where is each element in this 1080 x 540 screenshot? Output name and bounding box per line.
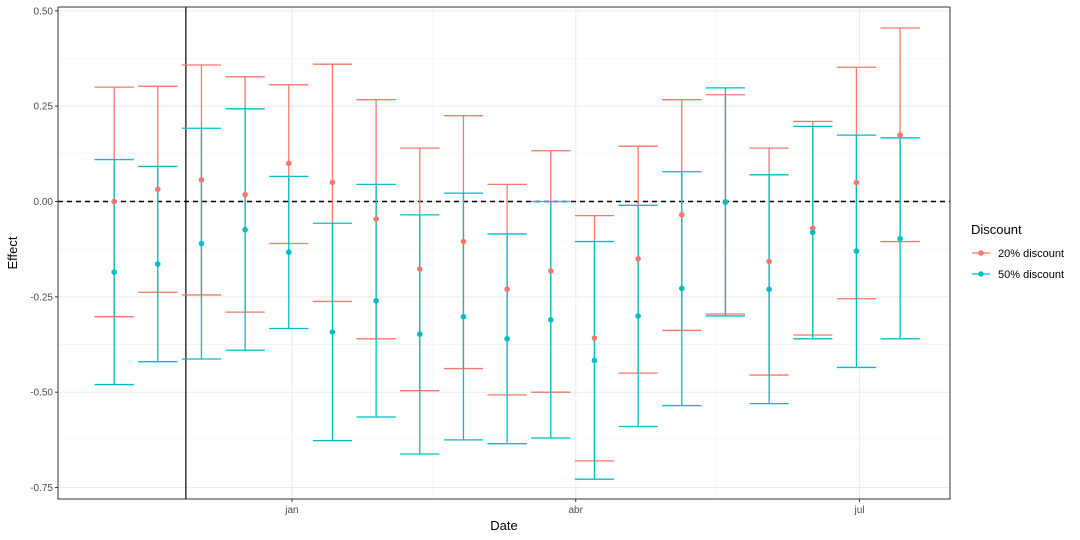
data-point: [155, 261, 161, 267]
data-point: [198, 240, 205, 247]
y-tick-label: 0.00: [34, 197, 54, 208]
y-tick-label: 0.25: [34, 102, 54, 113]
data-point: [722, 199, 729, 206]
data-point: [242, 191, 248, 198]
data-point: [242, 226, 248, 233]
legend-title: Discount: [971, 222, 1022, 237]
legend-item: 20% discount: [972, 248, 1064, 260]
y-tick-label: -0.50: [30, 388, 53, 399]
y-tick-label: 0.50: [34, 6, 54, 17]
x-axis: jan abr jul: [284, 499, 865, 516]
y-axis-title: Effect: [5, 236, 20, 269]
legend-label: 50% discount: [998, 269, 1064, 281]
legend-label: 20% discount: [998, 248, 1064, 260]
data-point: [766, 258, 772, 265]
data-point: [111, 198, 117, 205]
data-point: [809, 225, 816, 232]
data-point: [198, 176, 205, 183]
x-axis-title: Date: [490, 518, 517, 533]
data-point: [416, 266, 423, 272]
data-point: [155, 186, 161, 193]
data-point: [766, 286, 772, 293]
data-point: [853, 179, 860, 186]
data-point: [591, 335, 598, 341]
reference-lines: [58, 7, 950, 499]
data-point: [504, 286, 510, 293]
plot-panel-border: [57, 6, 951, 500]
legend-key-point: [978, 271, 984, 277]
data-point: [329, 179, 336, 186]
data-point: [504, 336, 510, 342]
plot-panel-background: [58, 7, 950, 499]
data-point: [809, 229, 816, 236]
data-point: [285, 249, 292, 256]
y-tick-label: -0.25: [30, 292, 53, 303]
data-point: [853, 248, 860, 254]
data-point: [460, 238, 467, 245]
data-point: [460, 313, 467, 320]
data-point: [678, 212, 685, 218]
x-tick-label: jul: [854, 505, 865, 516]
data-point: [111, 269, 117, 275]
data-point: [285, 160, 292, 167]
y-tick-label: -0.75: [30, 483, 53, 494]
y-axis: 0.50 0.25 0.00 -0.25 -0.50 -0.75: [30, 6, 58, 494]
data-point: [547, 316, 554, 323]
data-point: [373, 216, 379, 222]
legend-item: 50% discount: [972, 269, 1064, 281]
grid-lines: [58, 7, 950, 499]
data-point: [635, 255, 641, 262]
x-tick-label: abr: [569, 505, 584, 516]
data-point: [678, 285, 685, 292]
x-tick-label: jan: [284, 505, 298, 516]
legend-key-point: [978, 250, 984, 256]
data-point: [635, 313, 641, 319]
data-point: [897, 132, 903, 138]
data-point: [329, 329, 336, 335]
data-point: [547, 268, 554, 274]
data-point: [897, 235, 903, 242]
data-point: [416, 331, 423, 338]
data-point: [373, 297, 379, 304]
data-point: [591, 357, 598, 364]
legend: Discount 20% discount 50% discount: [971, 222, 1064, 281]
point-markers: [111, 132, 903, 364]
